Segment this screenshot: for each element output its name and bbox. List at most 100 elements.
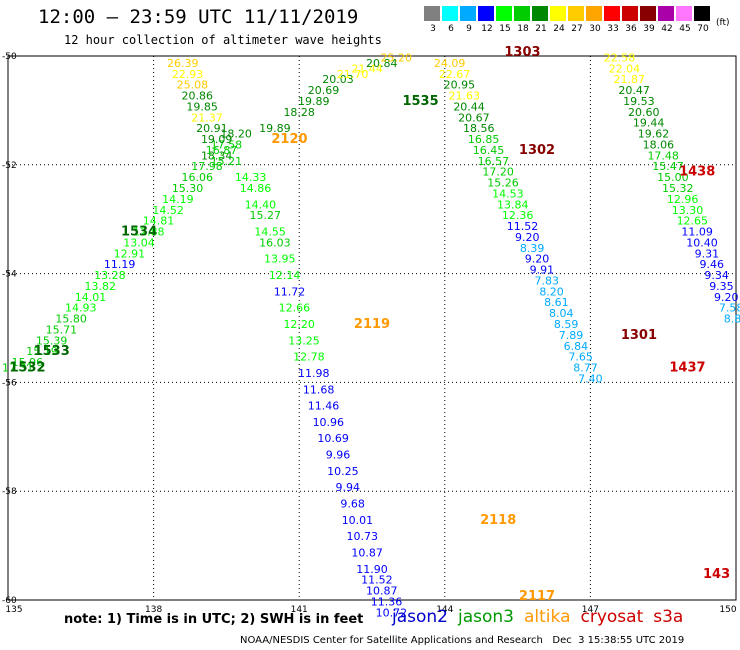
wave-height-label: 10.25 (327, 465, 359, 478)
satellite-legend: jason2 jason3 altika cryosat s3a (392, 607, 693, 627)
footnote: note: 1) Time is in UTC; 2) SWH is in fe… (64, 612, 364, 627)
color-swatch (424, 6, 440, 21)
wave-height-label: 12.14 (269, 269, 301, 282)
wave-height-label: 9.20 (515, 231, 540, 244)
wave-height-label: 9.96 (326, 449, 351, 462)
wave-height-label: 11.68 (303, 383, 335, 396)
wave-height-label: 20.60 (628, 106, 660, 119)
page-subtitle: 12 hour collection of altimeter wave hei… (64, 33, 382, 47)
pass-number-label: 1437 (669, 361, 705, 376)
lon-tick-label: 141 (291, 605, 308, 615)
legend-entry: jason2 (392, 607, 448, 627)
wave-height-label: 18.34 (201, 149, 233, 162)
wave-height-label: 14.52 (152, 204, 184, 217)
wave-height-label: 11.36 (371, 595, 403, 608)
wave-height-label: 9.34 (704, 269, 729, 282)
wave-height-label: 10.87 (366, 585, 398, 598)
wave-height-label: 18.06 (643, 138, 675, 151)
wave-height-label: 20.84 (366, 57, 398, 70)
wave-height-label: 22.93 (172, 68, 204, 81)
wave-height-label: 7.40 (578, 372, 603, 385)
wave-height-label: 25.08 (177, 79, 209, 92)
credit-line: NOAA/NESDIS Center for Satellite Applica… (240, 635, 685, 646)
wave-height-label: 16.06 (182, 171, 214, 184)
lat-tick-label: -54 (2, 270, 17, 280)
color-scale-label: 9 (466, 24, 472, 34)
wave-height-label: 21.87 (613, 73, 645, 86)
wave-height-label: 15.27 (249, 209, 281, 222)
legend-entry: jason3 (458, 607, 514, 627)
wave-height-label: 11.72 (274, 285, 306, 298)
wave-height-label: 10.40 (686, 236, 718, 249)
wave-height-label: 8.77 (573, 362, 598, 375)
wave-height-label: 11.98 (298, 367, 330, 380)
wave-height-label: 8.80 (724, 313, 740, 326)
wave-height-label: 17.20 (482, 166, 514, 179)
color-swatch (478, 6, 494, 21)
lat-tick-label: -58 (2, 487, 17, 497)
wave-height-label: 16.57 (478, 155, 510, 168)
wave-height-label: 13.82 (84, 280, 116, 293)
color-scale-label: 33 (607, 24, 619, 34)
color-swatch (676, 6, 692, 21)
wave-height-label: 16.85 (468, 133, 500, 146)
color-scale-label: 70 (697, 24, 709, 34)
wave-height-label: 14.81 (143, 215, 175, 228)
pass-number-label: 1532 (9, 361, 45, 376)
color-scale-label: 24 (553, 24, 565, 34)
wave-height-label: 13.04 (123, 236, 155, 249)
wave-height-label: 11.52 (507, 220, 539, 233)
color-scale-label: 42 (661, 24, 673, 34)
wave-height-label: 13.28 (94, 269, 126, 282)
wave-height-label: 9.94 (335, 481, 360, 494)
wave-height-label: 13.25 (288, 334, 320, 347)
legend-entry: cryosat (580, 607, 644, 627)
wave-height-label: 25.20 (381, 51, 413, 64)
wave-height-label: 15.39 (36, 334, 68, 347)
pass-number-label: 2118 (480, 513, 516, 528)
color-swatch (532, 6, 548, 21)
pass-number-label: 2119 (354, 317, 390, 332)
legend-entry: altika (524, 607, 571, 627)
wave-height-label: 16.03 (259, 236, 291, 249)
wave-height-label: 12.96 (667, 193, 699, 206)
wave-height-label: 8.04 (549, 307, 574, 320)
wave-height-label: 22.04 (609, 62, 641, 75)
wave-height-label: 20.44 (453, 100, 485, 113)
wave-height-label: 9.31 (695, 247, 720, 260)
wave-height-label: 11.19 (104, 258, 136, 271)
wave-height-label: 15.26 (487, 177, 519, 190)
wave-height-label: 15.21 (211, 155, 243, 168)
color-scale-label: 39 (643, 24, 655, 34)
wave-height-label: 18.56 (463, 122, 495, 135)
wave-height-label: 12.65 (677, 215, 709, 228)
wave-height-label: 7.89 (559, 329, 584, 342)
color-scale-label: 27 (571, 24, 583, 34)
wave-height-label: 22.67 (439, 68, 471, 81)
wave-height-label: 12.88 (133, 226, 165, 239)
wave-height-label: 14.86 (240, 182, 272, 195)
wave-height-label: 11.90 (356, 563, 388, 576)
color-swatch (622, 6, 638, 21)
wave-height-label: 21.44 (351, 62, 383, 75)
wave-height-label: 14.01 (75, 291, 107, 304)
pass-number-label: 143 (703, 567, 730, 582)
wave-height-label: 9.20 (714, 291, 739, 304)
wave-height-label: 14.40 (245, 198, 277, 211)
color-scale-label: 15 (499, 24, 511, 34)
lon-tick-label: 144 (436, 605, 453, 615)
wave-height-label: 21.37 (191, 111, 223, 124)
wave-height-label: 20.95 (444, 79, 476, 92)
wave-height-label: 19.44 (633, 117, 665, 130)
wave-height-label: 13.84 (497, 198, 529, 211)
pass-number-label: 1438 (679, 165, 715, 180)
pass-number-label: 2120 (271, 132, 307, 147)
lon-tick-label: 147 (582, 605, 599, 615)
color-scale-label: 3 (430, 24, 436, 34)
lon-tick-label: 150 (719, 605, 736, 615)
wave-height-label: 7.58 (719, 302, 740, 315)
wave-height-label: 21.63 (448, 90, 480, 103)
wave-height-label: 13.30 (672, 204, 704, 217)
wave-height-label: 8.59 (554, 318, 579, 331)
